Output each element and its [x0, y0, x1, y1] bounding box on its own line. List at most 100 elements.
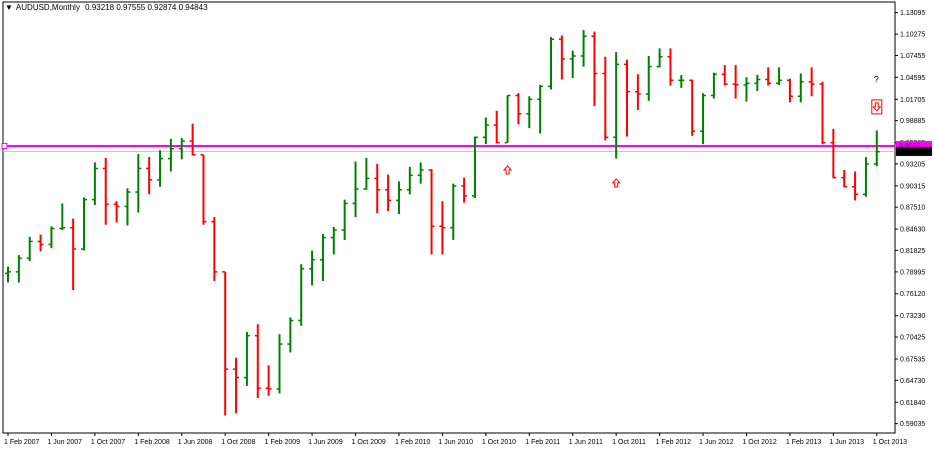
ohlc-bar [189, 123, 196, 156]
ohlc-bar [700, 93, 707, 145]
ohlc-bar [222, 271, 229, 416]
ohlc-bar [471, 136, 478, 199]
y-tick-label: 1.10275 [900, 32, 925, 39]
ohlc-bar [406, 166, 413, 195]
ohlc-bar [852, 171, 859, 201]
ohlc-bar [461, 177, 468, 203]
ohlc-bar [548, 36, 554, 90]
arrow-down-box [871, 99, 883, 115]
ohlc-bar [667, 48, 674, 86]
y-tick-label: 0.78995 [900, 269, 925, 276]
x-tick-label: 1 Oct 2013 [873, 439, 907, 446]
y-tick-label: 1.01705 [900, 97, 925, 104]
ohlc-bar [59, 203, 66, 231]
y-tick-label: 0.98885 [900, 118, 925, 125]
ohlc-bar [102, 157, 109, 225]
ohlc-bar [841, 169, 848, 188]
ohlc-bar [537, 84, 544, 134]
ohlc-bar [70, 218, 77, 291]
ohlc-bar [385, 174, 392, 212]
ohlc-bar [808, 67, 815, 97]
ohlc-bar [243, 331, 250, 386]
ohlc-bar [797, 73, 804, 103]
ohlc-bar [309, 250, 316, 286]
ohlc-bar [482, 117, 489, 145]
ohlc-bar [493, 110, 500, 144]
ohlc-bar [298, 264, 305, 326]
ohlc-bar [710, 72, 717, 99]
ohlc-bar [341, 199, 348, 240]
ohlc-bar [678, 74, 685, 88]
y-tick-label: 1.07455 [900, 53, 925, 60]
y-tick-label: 0.76120 [900, 291, 925, 298]
y-tick-label: 0.59035 [900, 421, 925, 428]
ohlc-bar [330, 227, 337, 255]
ohlc-bar [91, 162, 98, 205]
ohlc-bar [765, 67, 772, 86]
ohlc-bar [363, 157, 370, 190]
ohlc-bar [591, 31, 598, 107]
horizontal-level-tag [896, 141, 932, 151]
ohlc-bar [645, 55, 652, 101]
ohlc-bar [569, 50, 576, 79]
plot-frame [2, 1, 896, 434]
y-tick-label: 0.70425 [900, 335, 925, 342]
ohlc-bar [15, 255, 22, 283]
ohlc-bar [374, 163, 381, 214]
x-tick-label: 1 Oct 2009 [352, 439, 386, 446]
x-tick-label: 1 Feb 2009 [265, 439, 301, 446]
current-price-tag [896, 146, 932, 156]
ohlc-bar [862, 157, 869, 197]
question-mark-label: ? [874, 75, 879, 85]
ohlc-bar [157, 150, 164, 187]
ohlc-bar [146, 157, 153, 195]
x-tick-label: 1 Feb 2011 [525, 439, 560, 446]
arrow-up-icon [502, 165, 513, 175]
x-tick-label: 1 Jun 2013 [829, 439, 864, 446]
chart-header: ▼ AUDUSD,Monthly 0.93218 0.97555 0.92874 … [5, 3, 211, 12]
ohlc-bar [113, 201, 120, 223]
x-tick-label: 1 Jun 2012 [699, 439, 734, 446]
ohlc-bar [515, 93, 522, 125]
y-tick-label: 0.64730 [900, 378, 925, 385]
ohlc-bar [352, 161, 359, 218]
ohlc-bar [580, 30, 587, 67]
x-tick-label: 1 Oct 2007 [91, 439, 125, 446]
ohlc-bar [167, 138, 174, 172]
x-tick-label: 1 Oct 2012 [742, 439, 776, 446]
y-tick-label: 1.04595 [900, 75, 925, 82]
ohlc-bar [276, 334, 283, 394]
current-price-tag-label: 0.94843 [899, 149, 924, 156]
ohlc-bar [526, 96, 533, 129]
ohlc-bar [624, 59, 631, 137]
ohlc-bar [634, 74, 641, 110]
x-tick-label: 1 Feb 2010 [395, 439, 431, 446]
x-tick-label: 1 Jun 2007 [47, 439, 82, 446]
ohlc-bar [428, 169, 435, 255]
ohlc-bar [754, 74, 761, 91]
ohlc-bar [721, 65, 728, 86]
ohlc-bar [124, 188, 131, 226]
ohlc-bar [200, 154, 207, 225]
ohlc-bar [81, 197, 88, 251]
ohlc-bar [48, 226, 55, 249]
ohlc-bar [776, 67, 783, 85]
ohlc-bar [233, 357, 240, 414]
ohlc-bar [254, 324, 261, 399]
ohlc-bar [287, 317, 294, 353]
ohlc-bar [417, 162, 424, 184]
ohlc-bar [819, 81, 826, 145]
symbol-timeframe-label: AUDUSD,Monthly [15, 3, 80, 12]
y-tick-label: 1.13095 [900, 10, 925, 17]
ohlc-bar [689, 79, 696, 136]
ohlc-bar [732, 65, 739, 99]
ohlc-values-label: 0.93218 0.97555 0.92874 0.94843 [85, 3, 208, 12]
ohlc-bar [656, 48, 663, 68]
x-tick-label: 1 Jun 2011 [569, 439, 603, 446]
ohlc-bar [178, 138, 185, 160]
y-tick-label: 0.81825 [900, 248, 925, 255]
ohlc-bar [319, 233, 326, 281]
symbol-dropdown-icon[interactable]: ▼ [5, 3, 13, 12]
